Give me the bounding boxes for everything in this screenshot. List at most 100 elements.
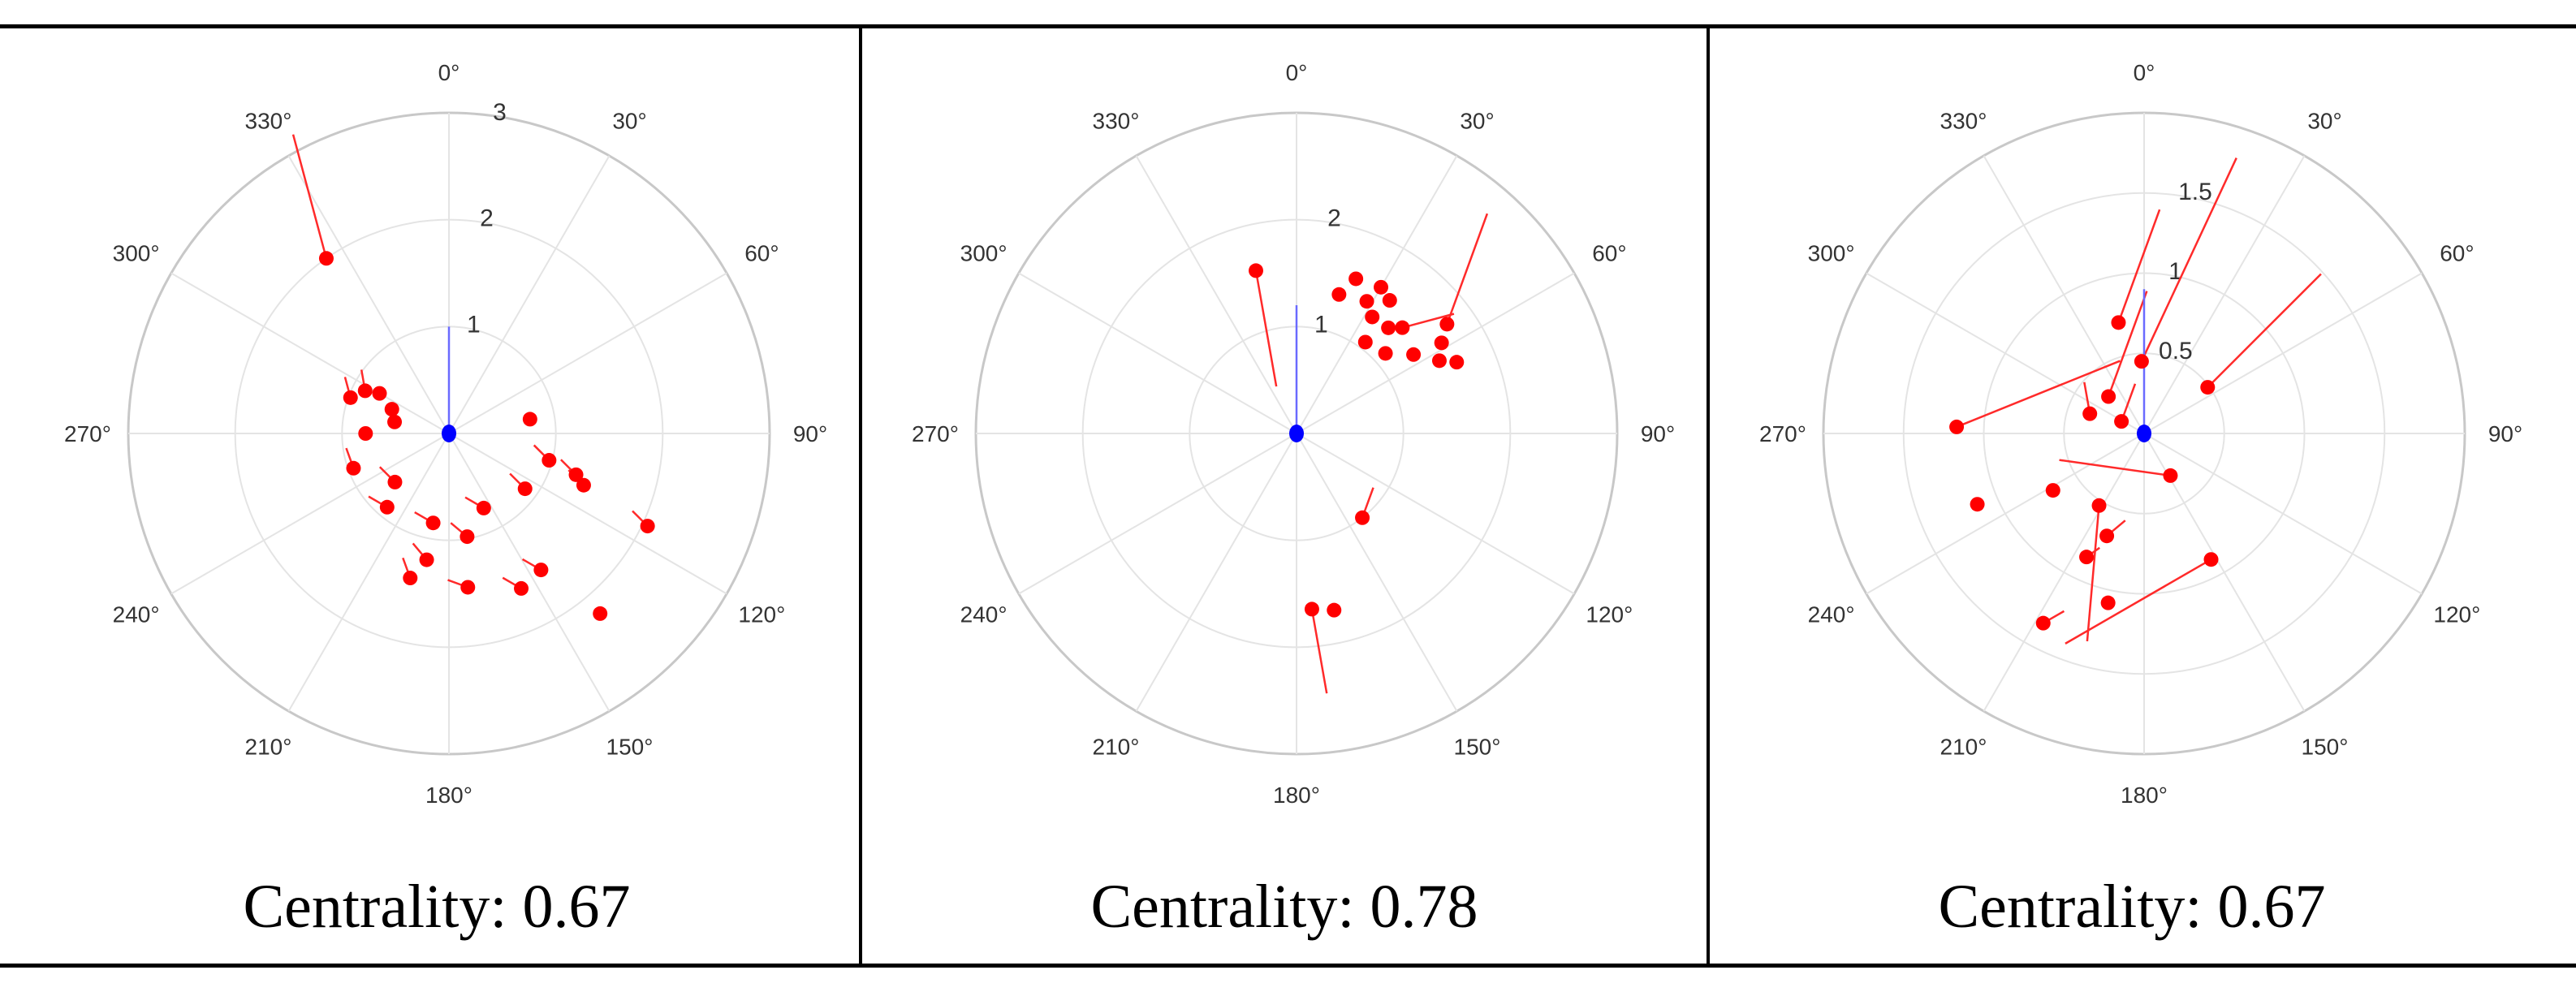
data-point (1949, 419, 1965, 434)
angle-tick-label: 90° (2488, 421, 2522, 446)
data-point (379, 499, 395, 515)
grid-spoke (1866, 272, 2145, 434)
angle-tick-label: 150° (2302, 734, 2349, 759)
data-point (533, 563, 549, 578)
angle-tick-label: 0° (1286, 60, 1308, 85)
data-point (2163, 468, 2178, 483)
data-point (1248, 263, 1263, 278)
center-point (1289, 425, 1304, 442)
data-point (568, 467, 584, 482)
data-point (2091, 498, 2107, 513)
radial-tick-label: 3 (493, 99, 507, 126)
data-point (1970, 497, 1985, 512)
grid-spoke (448, 433, 727, 595)
data-point (1439, 317, 1455, 332)
direction-line (1956, 360, 2121, 429)
angle-tick-label: 0° (438, 60, 460, 85)
data-point (517, 481, 533, 497)
data-point (2101, 389, 2116, 404)
data-point (1327, 602, 1342, 618)
caption-1: Centrality: 0.67 (15, 872, 859, 942)
angle-tick-label: 150° (1454, 734, 1501, 759)
direction-line (1402, 313, 1455, 329)
direction-line (2107, 291, 2148, 397)
data-point (387, 474, 403, 489)
grid-spoke (1296, 155, 1458, 434)
panel-divider-2 (1707, 24, 1710, 968)
data-point (2079, 550, 2095, 565)
data-point (1431, 353, 1447, 369)
panel-3: 0° 30° 60° 90° 120° 150° 180° 210° 240° 270° 300° 3… (1710, 28, 2554, 961)
angle-tick-label: 300° (960, 241, 1008, 266)
direction-line (2065, 558, 2212, 645)
grid-spoke (1866, 433, 2145, 595)
grid-spoke (287, 155, 450, 434)
direction-line (291, 134, 328, 259)
data-point (1331, 287, 1347, 302)
data-point (372, 386, 387, 401)
grid-spoke (448, 272, 727, 434)
angle-tick-label: 210° (1093, 734, 1140, 759)
angle-tick-label: 270° (912, 421, 959, 446)
caption-2: Centrality: 0.78 (862, 872, 1707, 942)
data-point (2111, 315, 2126, 330)
data-point (2100, 595, 2116, 610)
grid-spoke (1983, 155, 2145, 434)
data-point (1359, 294, 1374, 309)
panel-1: 0° 30° 60° 90° 120° 150° 180° 210° 240° 270° 300° 3… (15, 28, 859, 961)
data-point (1395, 320, 1410, 335)
angle-tick-label: 150° (606, 734, 654, 759)
data-point (1449, 355, 1465, 370)
data-point (2045, 483, 2060, 498)
grid-spoke (170, 433, 450, 595)
direction-line (2059, 459, 2171, 477)
data-point (514, 580, 529, 596)
radial-tick-label: 1 (467, 311, 481, 338)
data-point (1348, 271, 1364, 287)
data-point (2099, 528, 2115, 544)
angle-tick-label: 270° (64, 421, 111, 446)
data-point (387, 414, 403, 429)
grid-spoke (1983, 433, 2145, 712)
center-point (2137, 425, 2151, 442)
angle-tick-label: 240° (1808, 602, 1855, 627)
angle-tick-label: 300° (1808, 241, 1855, 266)
angle-tick-label: 180° (2121, 783, 2168, 808)
grid-spoke (1135, 155, 1297, 434)
grid-spoke (2143, 155, 2306, 434)
data-point (542, 453, 557, 468)
radial-tick-label: 2 (1327, 205, 1341, 232)
grid-spoke (287, 433, 450, 712)
angle-tick-label: 300° (113, 241, 160, 266)
data-point (403, 571, 418, 586)
grid-spoke (1296, 433, 1575, 595)
caption-value: 0.67 (522, 873, 631, 941)
direction-line (1254, 270, 1278, 387)
direction-line (1446, 213, 1489, 325)
data-point (358, 426, 373, 441)
data-point (343, 390, 358, 405)
radial-tick-label: 0.5 (2159, 338, 2193, 364)
angle-tick-label: 30° (1460, 109, 1494, 134)
data-point (476, 500, 491, 515)
radial-tick-label: 1 (2168, 258, 2182, 285)
polar-plot-1: 0° 30° 60° 90° 120° 150° 180° 210° 240° 270° 300° 3… (64, 60, 827, 808)
data-point (1406, 347, 1422, 362)
angle-tick-label: 330° (1940, 109, 1987, 134)
data-point (522, 412, 537, 427)
data-point (2035, 615, 2051, 631)
radial-tick-label: 1.5 (2178, 179, 2212, 205)
angle-tick-label: 90° (793, 421, 827, 446)
angle-tick-label: 270° (1759, 421, 1806, 446)
data-point (460, 529, 475, 545)
angle-tick-label: 210° (1940, 734, 1987, 759)
angle-tick-label: 120° (2433, 602, 2480, 627)
data-point (2200, 380, 2216, 395)
angle-tick-label: 0° (2134, 60, 2155, 85)
direction-line (2140, 157, 2237, 362)
grid-spoke (2143, 433, 2423, 595)
angle-tick-label: 120° (738, 602, 785, 627)
panel-2: 0° 30° 60° 90° 120° 150° 180° 210° 240° 270° 300° 3… (862, 28, 1707, 961)
grid-spoke (448, 155, 611, 434)
